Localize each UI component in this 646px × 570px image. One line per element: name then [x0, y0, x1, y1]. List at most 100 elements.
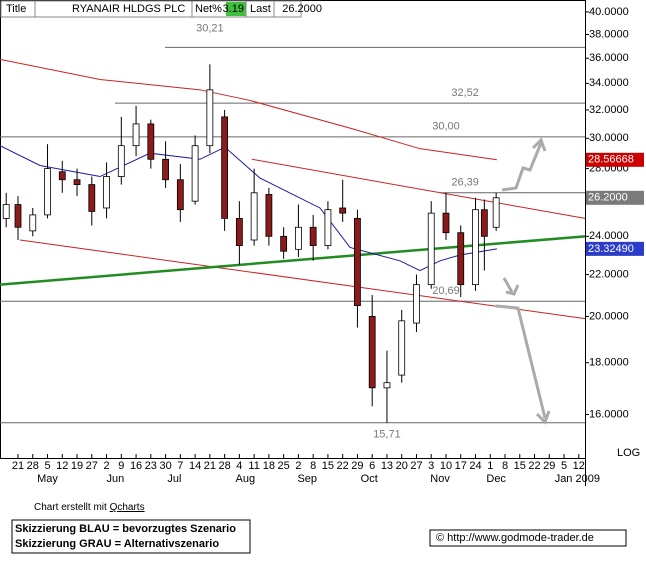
candle-body — [339, 207, 347, 214]
x-tick-label: 2 — [295, 460, 301, 472]
last: 26.2000 — [282, 3, 322, 15]
month-label: Sep — [297, 473, 317, 485]
candle-body — [103, 176, 110, 209]
arrow-down — [495, 304, 547, 419]
candle-body — [235, 217, 243, 246]
net-bg — [226, 2, 246, 16]
month-label: Aug — [235, 473, 255, 485]
price-label-bg — [586, 241, 644, 256]
x-tick-label: 29 — [351, 460, 363, 472]
x-tick-label: 8 — [310, 460, 316, 472]
y-tick-label: 36.0000 — [589, 52, 629, 64]
y-tick-label: 32.0000 — [589, 104, 629, 116]
candle-body — [398, 320, 406, 376]
plot: 30,21 32,52 30,00 26,39 20,69 15,71 — [0, 11, 589, 458]
candle-body — [147, 123, 155, 160]
level-label: 15,71 — [373, 429, 401, 441]
legend-box — [11, 519, 251, 554]
legend-blue: Skizzierung BLAU = bevorzugtes Szenario — [15, 523, 236, 535]
x-tick-label: 11 — [248, 460, 259, 472]
y-tick-label: 38.0000 — [589, 28, 629, 40]
net-label: Net% — [195, 3, 222, 15]
x-tick-label: 12 — [56, 460, 68, 472]
credit: Chart erstellt mit Qcharts — [34, 502, 145, 513]
x-tick-label: 19 — [71, 460, 83, 472]
x-tick-label: 10 — [440, 460, 452, 472]
x-tick-label: 21 — [12, 460, 24, 472]
trendline — [20, 239, 586, 320]
x-tick-label: 16 — [130, 460, 142, 472]
candle-body — [162, 158, 169, 181]
month-label: Oct — [361, 473, 378, 485]
x-tick-label: 13 — [381, 460, 393, 472]
x-tick-label: 3 — [428, 460, 434, 472]
candle-body — [2, 204, 10, 219]
x-tick-label: 5 — [44, 460, 50, 472]
x-tick-label: 12 — [573, 460, 585, 472]
month-label: Nov — [430, 473, 450, 485]
candle-body — [44, 168, 51, 216]
moving-average — [0, 145, 497, 272]
x-tick-label: 28 — [218, 460, 230, 472]
y-tick-label: 30.0000 — [589, 132, 629, 144]
x-tick-label: 4 — [236, 460, 242, 472]
y-tick-label: 40.0000 — [589, 6, 629, 18]
price-label: 26.2000 — [588, 192, 628, 204]
price-label-bg — [586, 152, 644, 167]
candle-body — [309, 226, 317, 246]
trendline — [251, 158, 586, 219]
candle-body — [265, 194, 273, 237]
candle-body — [295, 226, 302, 250]
x-tick-label: 27 — [86, 460, 98, 472]
x-tick-label: 8 — [502, 460, 508, 472]
price-label: 23.32490 — [588, 243, 634, 255]
arrow-head — [531, 137, 547, 152]
candle-body — [206, 89, 214, 147]
candle-body — [324, 209, 332, 246]
candle-body — [221, 116, 229, 219]
x-tick-label: 1 — [487, 460, 493, 472]
y-tick-label: 16.0000 — [589, 408, 629, 420]
x-tick-label: 9 — [118, 460, 124, 472]
candle-body — [472, 209, 479, 286]
scenario-arrows — [495, 137, 551, 425]
month-label: Jan 2009 — [555, 473, 600, 485]
candle-body — [354, 217, 361, 306]
x-tick-label: 25 — [278, 460, 290, 472]
level-label: 26,39 — [451, 177, 479, 189]
candle-body — [368, 316, 376, 389]
title: RYANAIR HLDGS PLC — [72, 3, 185, 15]
x-tick-label: 23 — [145, 460, 157, 472]
header: Title RYANAIR HLDGS PLC Net% 3.19 Last 2… — [0, 0, 322, 18]
candle-body — [383, 382, 391, 389]
candle-body — [29, 214, 37, 232]
x-tick-label: 5 — [561, 460, 567, 472]
copyright-box — [429, 529, 627, 547]
x-tick-label: 30 — [159, 460, 171, 472]
candle-body — [132, 123, 140, 147]
candle-body — [14, 204, 22, 228]
month-label: Jun — [107, 473, 125, 485]
candle-body — [58, 171, 66, 181]
month-label: May — [37, 473, 58, 485]
x-tick-label: 20 — [396, 460, 408, 472]
x-tick-label: 14 — [189, 460, 201, 472]
candle-body — [73, 179, 81, 185]
y-tick-label: 22.0000 — [589, 268, 629, 280]
candle-body — [191, 145, 199, 202]
price-label-bg — [586, 190, 644, 205]
arrow-head — [505, 284, 520, 296]
y-tick-label: 34.0000 — [589, 77, 629, 89]
trendline — [0, 235, 586, 286]
x-tick-label: 22 — [528, 460, 540, 472]
month-label: Dec — [486, 473, 506, 485]
plot-frame — [0, 0, 586, 459]
x-tick-label: 24 — [469, 460, 481, 472]
candle-body — [492, 197, 500, 228]
x-tick-label: 27 — [410, 460, 422, 472]
candle-body — [117, 145, 125, 177]
level-label: 20,69 — [432, 285, 460, 297]
level-label: 30,21 — [196, 22, 224, 34]
